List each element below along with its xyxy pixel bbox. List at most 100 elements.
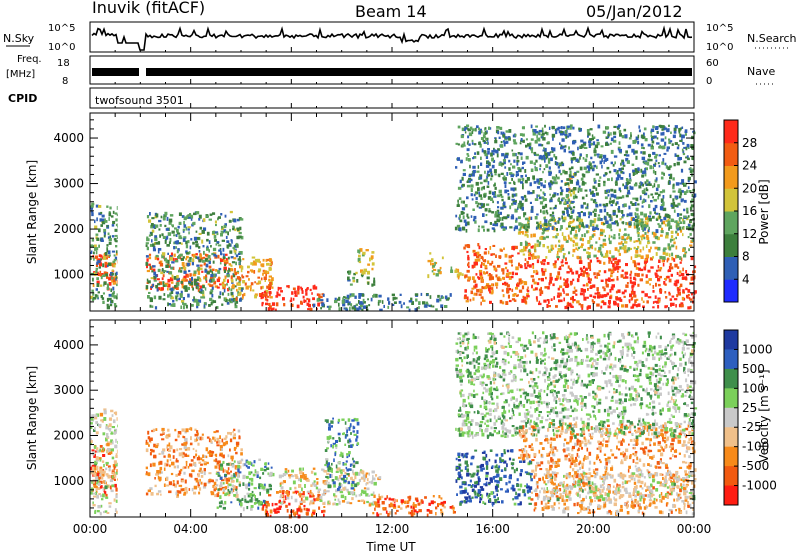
heatmap-cell (260, 483, 264, 487)
heatmap-cell (271, 277, 274, 282)
heatmap-cell (565, 239, 569, 243)
heatmap-cell (659, 275, 662, 279)
heatmap-cell (171, 224, 174, 227)
heatmap-cell (566, 178, 570, 181)
heatmap-cell (221, 303, 224, 306)
heatmap-cell (97, 423, 99, 426)
heatmap-cell (493, 267, 497, 271)
heatmap-cell (183, 286, 187, 290)
heatmap-cell (597, 155, 599, 158)
heatmap-cell (492, 223, 495, 226)
heatmap-cell (191, 261, 194, 266)
heatmap-cell (186, 215, 190, 219)
heatmap-cell (278, 507, 282, 510)
heatmap-cell (178, 254, 182, 257)
heatmap-cell (600, 228, 603, 232)
heatmap-cell (231, 489, 234, 494)
heatmap-cell (399, 293, 402, 296)
heatmap-cell (339, 469, 342, 473)
heatmap-cell (360, 499, 365, 502)
heatmap-cell (186, 251, 189, 255)
heatmap-cell (547, 159, 551, 164)
heatmap-cell (349, 293, 352, 296)
heatmap-cell (557, 271, 561, 276)
heatmap-cell (562, 126, 566, 130)
heatmap-cell (103, 480, 106, 484)
heatmap-cell (216, 484, 219, 487)
heatmap-cell (466, 180, 469, 183)
heatmap-cell (624, 233, 627, 237)
heatmap-cell (668, 291, 671, 294)
heatmap-cell (314, 286, 318, 290)
heatmap-cell (183, 216, 187, 221)
heatmap-cell (534, 243, 537, 248)
heatmap-cell (494, 213, 498, 218)
heatmap-cell (184, 447, 188, 451)
heatmap-cell (292, 297, 295, 301)
heatmap-cell (234, 465, 238, 470)
heatmap-cell (472, 219, 476, 222)
heatmap-cell (603, 302, 607, 306)
heatmap-cell (197, 256, 200, 260)
heatmap-cell (484, 220, 488, 224)
heatmap-cell (567, 125, 571, 129)
heatmap-cell (204, 258, 209, 262)
heatmap-cell (665, 296, 668, 299)
heatmap-cell (534, 139, 538, 144)
heatmap-cell (566, 135, 570, 138)
heatmap-cell (262, 504, 265, 509)
heatmap-cell (584, 146, 588, 149)
heatmap-cell (500, 164, 503, 167)
heatmap-cell (498, 162, 502, 166)
heatmap-cell (581, 306, 584, 310)
heatmap-cell (511, 178, 513, 181)
heatmap-cell (596, 153, 600, 156)
heatmap-cell (261, 285, 264, 289)
heatmap-cell (536, 138, 539, 141)
heatmap-cell (677, 266, 680, 269)
heatmap-cell (229, 298, 231, 302)
heatmap-cell (674, 282, 678, 287)
heatmap-cell (511, 271, 515, 276)
heatmap-cell (183, 305, 185, 310)
heatmap-cell (515, 193, 518, 197)
heatmap-cell (173, 253, 176, 257)
heatmap-cell (502, 294, 505, 298)
heatmap-cell (211, 252, 215, 256)
heatmap-cell (491, 150, 494, 153)
heatmap-cell (541, 262, 543, 265)
heatmap-cell (484, 153, 488, 157)
heatmap-cell (371, 262, 375, 266)
heatmap-cell (235, 297, 238, 301)
heatmap-cell (568, 251, 571, 255)
heatmap-cell (231, 279, 234, 283)
heatmap-cell (224, 493, 227, 497)
heatmap-cell (592, 301, 596, 304)
heatmap-cell (156, 257, 160, 261)
heatmap-cell (189, 274, 192, 277)
heatmap-cell (593, 218, 597, 222)
heatmap-cell (178, 470, 182, 474)
heatmap-cell (300, 494, 305, 498)
heatmap-cell (103, 281, 107, 285)
heatmap-cell (174, 295, 177, 300)
heatmap-cell (431, 258, 434, 262)
heatmap-cell (566, 305, 570, 309)
heatmap-cell (501, 153, 505, 157)
heatmap-cell (528, 264, 532, 268)
heatmap-cell (216, 241, 220, 244)
heatmap-cell (268, 302, 271, 306)
heatmap-cell (347, 302, 350, 306)
heatmap-cell (159, 263, 164, 267)
heatmap-cell (101, 297, 105, 300)
heatmap-cell (568, 222, 571, 226)
heatmap-cell (358, 261, 362, 264)
heatmap-cell (627, 236, 630, 240)
heatmap-cell (92, 292, 95, 296)
heatmap-cell (672, 201, 676, 206)
heatmap-cell (496, 201, 499, 204)
heatmap-cell (199, 267, 203, 271)
heatmap-cell (299, 501, 303, 505)
heatmap-cell (531, 263, 535, 266)
heatmap-cell (294, 294, 298, 297)
